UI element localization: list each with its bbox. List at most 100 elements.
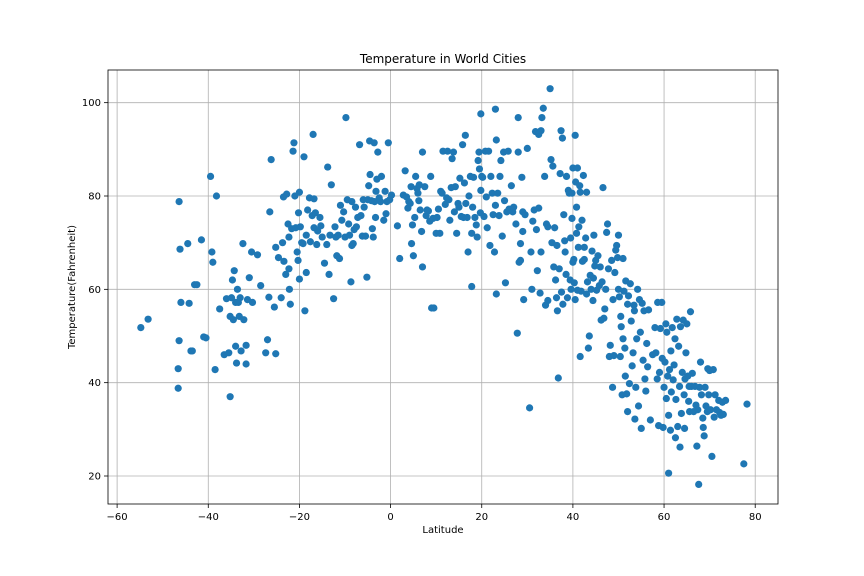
- data-point: [296, 223, 304, 231]
- data-point: [236, 294, 244, 302]
- data-point: [387, 191, 396, 199]
- data-point: [664, 372, 672, 380]
- data-point: [699, 414, 707, 422]
- data-point: [338, 216, 346, 224]
- data-point: [245, 274, 253, 282]
- data-point: [285, 285, 294, 293]
- data-point: [267, 156, 275, 164]
- data-point: [596, 263, 604, 271]
- data-point: [355, 141, 364, 149]
- data-point: [646, 416, 654, 424]
- data-point: [366, 170, 374, 179]
- data-point: [643, 339, 651, 348]
- data-point: [669, 376, 677, 384]
- data-point: [285, 265, 293, 273]
- data-point: [211, 366, 219, 374]
- data-point: [290, 139, 298, 147]
- data-point: [683, 320, 691, 328]
- data-point: [415, 181, 423, 189]
- data-point: [626, 280, 634, 288]
- data-point: [434, 205, 443, 213]
- data-point: [175, 337, 183, 345]
- data-point: [313, 240, 321, 249]
- data-point: [708, 452, 716, 460]
- data-point: [533, 267, 541, 275]
- data-point: [469, 173, 478, 181]
- x-tick-label: −40: [198, 512, 219, 523]
- data-point: [667, 347, 675, 355]
- data-point: [599, 184, 607, 192]
- data-point: [382, 210, 390, 218]
- data-point: [310, 195, 318, 203]
- data-point: [585, 332, 593, 340]
- data-point: [349, 240, 357, 248]
- data-point: [619, 335, 627, 343]
- data-point: [144, 315, 152, 323]
- data-point: [575, 223, 583, 231]
- data-point: [552, 294, 561, 302]
- data-point: [469, 203, 477, 211]
- plot-frame: [107, 69, 779, 505]
- data-point: [496, 172, 504, 180]
- data-point: [474, 156, 482, 165]
- data-point: [598, 278, 606, 286]
- data-point: [257, 282, 265, 290]
- data-point: [571, 131, 579, 139]
- data-point: [550, 263, 558, 271]
- data-point: [272, 243, 280, 251]
- data-point: [209, 258, 217, 266]
- data-point: [696, 383, 704, 391]
- data-point: [263, 336, 272, 344]
- data-point: [471, 213, 479, 222]
- data-point: [445, 196, 453, 204]
- data-point: [561, 237, 569, 245]
- data-point: [659, 423, 667, 432]
- data-point: [547, 156, 555, 164]
- data-point: [326, 231, 334, 239]
- data-point: [347, 278, 355, 286]
- data-point: [334, 231, 342, 239]
- data-point: [693, 442, 701, 450]
- data-point: [262, 349, 270, 357]
- data-point: [623, 300, 632, 308]
- data-point: [568, 189, 576, 197]
- data-point: [676, 443, 684, 451]
- data-point: [516, 256, 525, 264]
- data-point: [294, 209, 303, 217]
- data-point: [282, 270, 290, 278]
- y-tick-label: 80: [88, 192, 101, 203]
- data-point: [416, 206, 424, 214]
- data-point: [368, 225, 376, 233]
- data-point: [554, 374, 562, 382]
- data-point: [632, 383, 640, 391]
- data-point: [675, 342, 683, 350]
- data-point: [639, 356, 647, 364]
- data-point: [348, 198, 356, 206]
- data-point: [609, 296, 617, 304]
- data-point: [544, 223, 552, 231]
- data-point: [577, 287, 585, 295]
- y-tick-label: 100: [82, 98, 101, 109]
- data-point: [617, 323, 625, 331]
- data-point: [523, 144, 531, 152]
- data-point: [240, 316, 248, 324]
- data-point: [711, 391, 719, 399]
- data-point: [325, 270, 333, 278]
- data-point: [574, 243, 582, 251]
- data-point: [589, 274, 598, 282]
- data-point: [572, 229, 581, 237]
- data-point: [584, 344, 592, 352]
- data-point: [451, 183, 459, 191]
- data-point: [330, 295, 338, 303]
- data-point: [436, 229, 444, 237]
- data-point: [631, 415, 639, 423]
- data-point: [553, 241, 561, 250]
- data-point: [227, 294, 236, 302]
- data-point: [438, 189, 446, 197]
- data-point: [396, 254, 404, 263]
- data-point: [604, 265, 613, 273]
- data-point: [514, 114, 522, 122]
- data-point: [557, 127, 565, 135]
- data-point: [456, 174, 464, 182]
- data-point: [480, 212, 488, 221]
